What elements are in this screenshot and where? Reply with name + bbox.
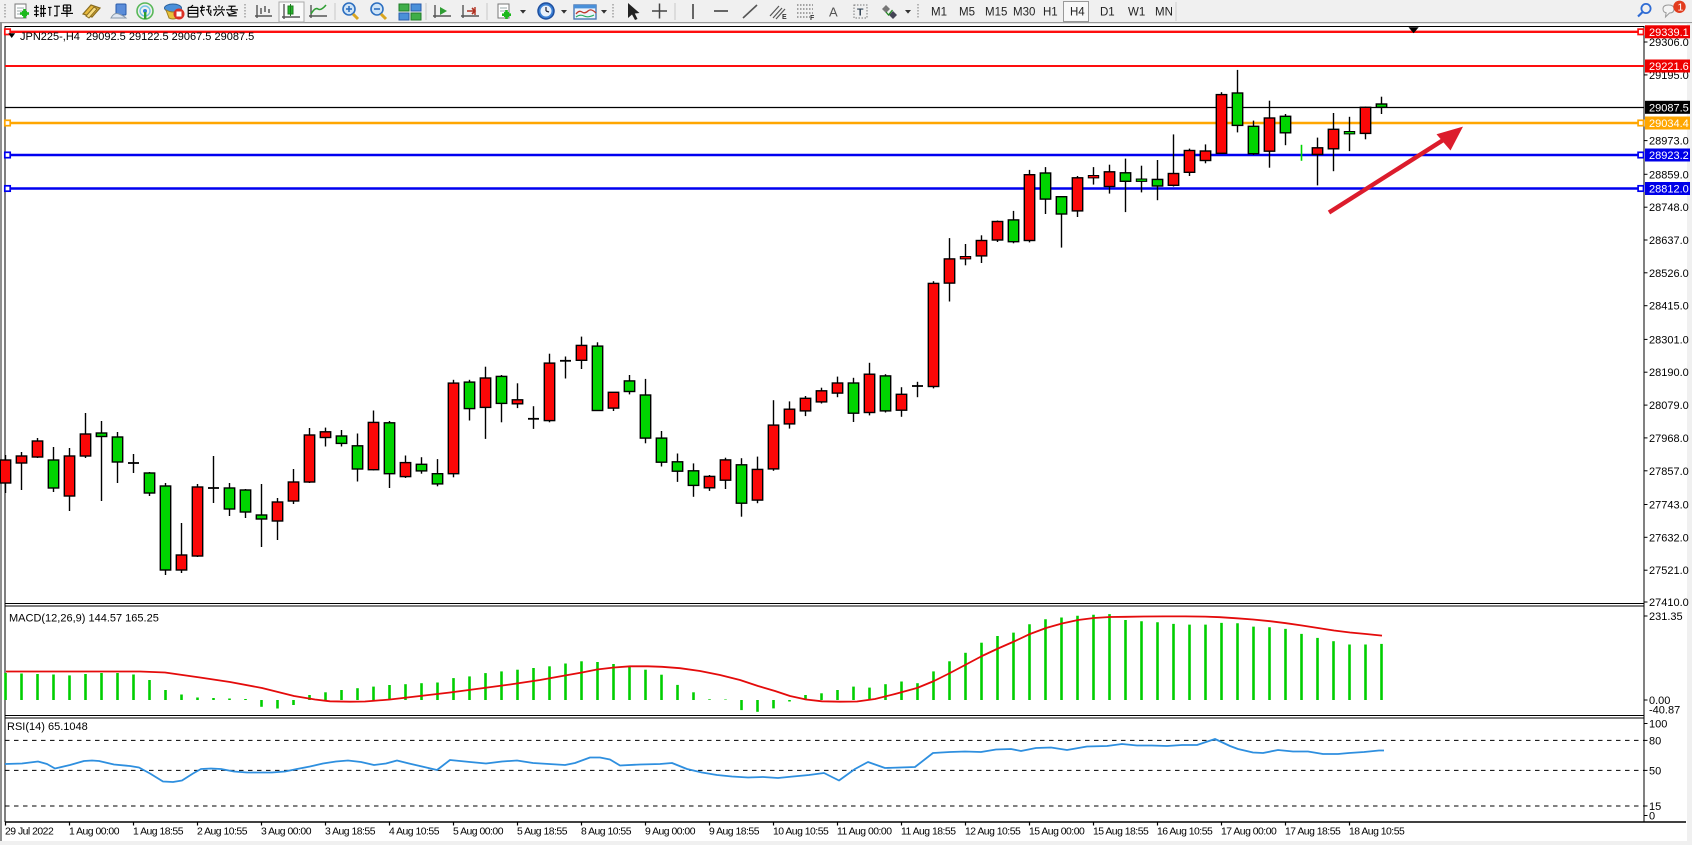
svg-text:29195.0: 29195.0 <box>1649 70 1689 82</box>
svg-text:3 Aug 00:00: 3 Aug 00:00 <box>261 827 312 838</box>
svg-text:11 Aug 00:00: 11 Aug 00:00 <box>837 827 892 838</box>
svg-text:231.35: 231.35 <box>1649 611 1683 623</box>
svg-text:0.00: 0.00 <box>1649 695 1670 707</box>
svg-text:MN: MN <box>1155 7 1173 19</box>
svg-text:28973.0: 28973.0 <box>1649 136 1689 148</box>
svg-text:8 Aug 10:55: 8 Aug 10:55 <box>581 827 632 838</box>
svg-text:27857.0: 27857.0 <box>1649 466 1689 478</box>
svg-text:F: F <box>810 15 815 22</box>
svg-text:29087.5: 29087.5 <box>1649 102 1689 114</box>
svg-text:0: 0 <box>1649 811 1655 823</box>
svg-text:50: 50 <box>1649 765 1661 777</box>
svg-text:28415.0: 28415.0 <box>1649 301 1689 313</box>
svg-text:28637.0: 28637.0 <box>1649 235 1689 247</box>
svg-text:27968.0: 27968.0 <box>1649 433 1689 445</box>
svg-text:28190.0: 28190.0 <box>1649 367 1689 379</box>
svg-text:17 Aug 00:00: 17 Aug 00:00 <box>1221 827 1277 838</box>
svg-text:M5: M5 <box>959 7 975 19</box>
svg-text:9 Aug 18:55: 9 Aug 18:55 <box>709 827 760 838</box>
svg-text:M1: M1 <box>931 7 947 19</box>
svg-text:28923.2: 28923.2 <box>1649 150 1689 162</box>
svg-text:16 Aug 10:55: 16 Aug 10:55 <box>1157 827 1213 838</box>
svg-text:17 Aug 18:55: 17 Aug 18:55 <box>1285 827 1341 838</box>
svg-text:27632.0: 27632.0 <box>1649 532 1689 544</box>
svg-text:-40.87: -40.87 <box>1649 705 1680 717</box>
svg-text:5 Aug 18:55: 5 Aug 18:55 <box>517 827 568 838</box>
svg-text:W1: W1 <box>1128 7 1145 19</box>
svg-text:D1: D1 <box>1100 7 1115 19</box>
svg-text:18 Aug 10:55: 18 Aug 10:55 <box>1349 827 1405 838</box>
svg-text:1: 1 <box>1678 2 1684 14</box>
svg-text:28301.0: 28301.0 <box>1649 334 1689 346</box>
svg-text:3 Aug 18:55: 3 Aug 18:55 <box>325 827 376 838</box>
svg-text:15: 15 <box>1649 801 1661 813</box>
svg-text:28859.0: 28859.0 <box>1649 169 1689 181</box>
svg-text:10 Aug 10:55: 10 Aug 10:55 <box>773 827 829 838</box>
svg-text:27743.0: 27743.0 <box>1649 500 1689 512</box>
svg-text:1 Aug 00:00: 1 Aug 00:00 <box>69 827 120 838</box>
svg-text:27521.0: 27521.0 <box>1649 565 1689 577</box>
svg-text:15 Aug 00:00: 15 Aug 00:00 <box>1029 827 1085 838</box>
svg-text:29 Jul 2022: 29 Jul 2022 <box>5 827 54 838</box>
svg-text:4 Aug 10:55: 4 Aug 10:55 <box>389 827 440 838</box>
svg-text:28526.0: 28526.0 <box>1649 268 1689 280</box>
svg-text:27410.0: 27410.0 <box>1649 597 1689 609</box>
svg-text:T: T <box>857 7 864 19</box>
svg-text:JPN225-,H4 29092.5 29122.5 29: JPN225-,H4 29092.5 29122.5 29067.5 29087… <box>20 31 254 43</box>
svg-text:28748.0: 28748.0 <box>1649 202 1689 214</box>
svg-text:M15: M15 <box>985 7 1007 19</box>
svg-text:H4: H4 <box>1070 7 1085 19</box>
svg-text:A: A <box>829 5 838 20</box>
svg-text:1 Aug 18:55: 1 Aug 18:55 <box>133 827 184 838</box>
svg-text:29221.6: 29221.6 <box>1649 61 1689 73</box>
svg-text:H1: H1 <box>1043 7 1058 19</box>
svg-text:28812.0: 28812.0 <box>1649 184 1689 196</box>
svg-text:9 Aug 00:00: 9 Aug 00:00 <box>645 827 696 838</box>
svg-text:MACD(12,26,9) 144.57 165.25: MACD(12,26,9) 144.57 165.25 <box>9 613 159 625</box>
svg-text:29306.0: 29306.0 <box>1649 37 1689 49</box>
svg-text:12 Aug 10:55: 12 Aug 10:55 <box>965 827 1021 838</box>
svg-text:80: 80 <box>1649 735 1661 747</box>
svg-text:11 Aug 18:55: 11 Aug 18:55 <box>901 827 956 838</box>
svg-text:2 Aug 10:55: 2 Aug 10:55 <box>197 827 248 838</box>
svg-text:RSI(14) 65.1048: RSI(14) 65.1048 <box>7 721 88 733</box>
svg-text:15 Aug 18:55: 15 Aug 18:55 <box>1093 827 1149 838</box>
svg-text:29034.4: 29034.4 <box>1649 118 1689 130</box>
svg-text:28079.0: 28079.0 <box>1649 400 1689 412</box>
svg-text:5 Aug 00:00: 5 Aug 00:00 <box>453 827 504 838</box>
svg-text:M30: M30 <box>1013 7 1035 19</box>
svg-text:100: 100 <box>1649 719 1667 731</box>
svg-text:E: E <box>782 14 787 21</box>
svg-text:29339.1: 29339.1 <box>1649 27 1689 39</box>
